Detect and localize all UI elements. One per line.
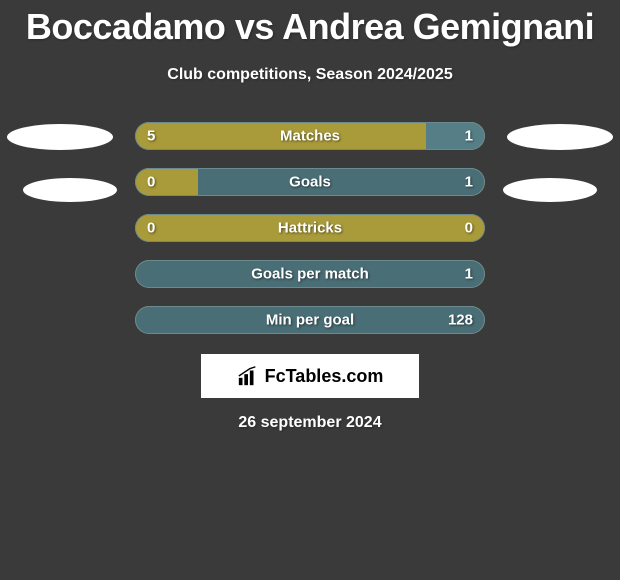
stat-label: Goals per match [251,266,369,283]
stat-row: Min per goal 128 [135,306,485,334]
watermark-text: FcTables.com [265,366,384,387]
date-label: 26 september 2024 [0,414,620,432]
stats-container: Matches 5 1 Goals 0 1 Hattricks 0 0 Goals per mat… [0,122,620,334]
stat-fill-left [135,168,198,196]
stat-value-right: 1 [465,174,473,191]
stat-row: Goals per match 1 [135,260,485,288]
stat-value-left: 5 [147,128,155,145]
chart-icon [237,365,259,387]
stat-row: Hattricks 0 0 [135,214,485,242]
stat-label: Min per goal [266,312,354,329]
stat-value-left: 0 [147,174,155,191]
stat-value-right: 128 [448,312,473,329]
subtitle: Club competitions, Season 2024/2025 [0,66,620,84]
page-title: Boccadamo vs Andrea Gemignani [0,0,620,48]
stat-value-right: 1 [465,266,473,283]
stat-value-left: 0 [147,220,155,237]
stat-value-right: 1 [465,128,473,145]
stat-label: Goals [289,174,331,191]
stat-row: Goals 0 1 [135,168,485,196]
stat-label: Matches [280,128,340,145]
stat-fill-right [426,122,486,150]
stat-row: Matches 5 1 [135,122,485,150]
watermark: FcTables.com [201,354,419,398]
stat-label: Hattricks [278,220,342,237]
stat-fill-right [198,168,485,196]
stat-value-right: 0 [465,220,473,237]
